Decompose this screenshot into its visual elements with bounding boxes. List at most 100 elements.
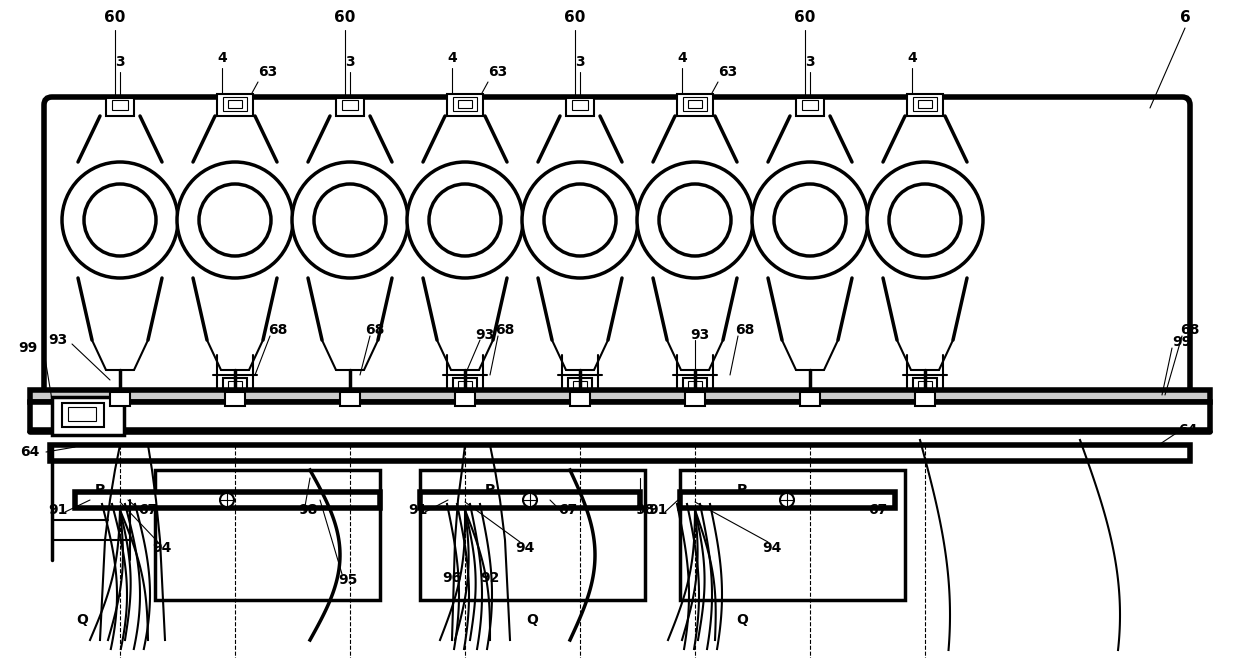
Text: 91: 91	[48, 503, 68, 517]
Bar	[915, 392, 935, 406]
Bar	[420, 470, 645, 600]
Text: 64: 64	[20, 445, 40, 459]
Circle shape	[522, 162, 639, 278]
Text: 99: 99	[1172, 335, 1192, 349]
Circle shape	[544, 184, 616, 256]
Text: 3: 3	[575, 55, 585, 69]
Bar	[568, 378, 591, 392]
Bar	[223, 378, 247, 392]
Text: 4: 4	[217, 51, 227, 65]
Circle shape	[751, 162, 868, 278]
Text: 95: 95	[339, 573, 357, 587]
Bar	[224, 392, 246, 406]
Bar	[683, 378, 707, 392]
Text: 96: 96	[443, 571, 461, 585]
Text: 4: 4	[908, 51, 916, 65]
Bar	[455, 392, 475, 406]
Bar	[420, 492, 640, 508]
Bar	[458, 100, 472, 108]
Circle shape	[889, 184, 961, 256]
Bar	[680, 492, 895, 508]
Circle shape	[407, 162, 523, 278]
Text: 91: 91	[649, 503, 667, 517]
Bar	[217, 94, 253, 116]
Bar	[572, 100, 588, 110]
Text: 94: 94	[153, 541, 171, 555]
Text: 63: 63	[718, 65, 738, 79]
Bar	[340, 392, 360, 406]
Circle shape	[867, 162, 983, 278]
Bar	[342, 100, 358, 110]
Bar	[62, 403, 104, 427]
Bar	[336, 98, 365, 116]
Text: 4: 4	[677, 51, 687, 65]
Text: 67: 67	[868, 503, 888, 517]
Bar	[565, 98, 594, 116]
Bar	[918, 100, 932, 108]
Text: 68: 68	[1180, 323, 1199, 337]
Bar	[913, 97, 937, 111]
Bar	[677, 94, 713, 116]
Text: 92: 92	[480, 571, 500, 585]
Text: 94: 94	[516, 541, 534, 555]
Bar	[684, 392, 706, 406]
Text: 60: 60	[335, 11, 356, 26]
Bar	[570, 392, 590, 406]
Bar	[688, 100, 702, 108]
Circle shape	[291, 162, 408, 278]
Circle shape	[774, 184, 846, 256]
Bar	[228, 381, 242, 389]
Text: 67: 67	[558, 503, 578, 517]
Text: P: P	[95, 483, 105, 497]
Text: P: P	[485, 483, 495, 497]
Bar	[446, 94, 484, 116]
Bar	[112, 100, 128, 110]
Circle shape	[780, 493, 794, 507]
Circle shape	[658, 184, 732, 256]
Text: 68: 68	[366, 323, 384, 337]
Circle shape	[177, 162, 293, 278]
Text: 67: 67	[139, 503, 157, 517]
Bar	[30, 390, 1210, 402]
Bar	[906, 94, 942, 116]
Text: Q: Q	[76, 613, 88, 627]
Text: 68: 68	[268, 323, 288, 337]
Text: 6: 6	[1179, 11, 1190, 26]
Text: 60: 60	[564, 11, 585, 26]
Text: 99: 99	[19, 341, 37, 355]
Bar	[800, 392, 820, 406]
Text: 3: 3	[115, 55, 125, 69]
Text: 93: 93	[48, 333, 68, 347]
Text: Q: Q	[526, 613, 538, 627]
Text: 91: 91	[408, 503, 428, 517]
Bar	[74, 492, 379, 508]
Text: Q: Q	[737, 613, 748, 627]
Bar	[680, 470, 905, 600]
Text: 63: 63	[489, 65, 507, 79]
Text: 93: 93	[691, 328, 709, 342]
Text: 60: 60	[795, 11, 816, 26]
Text: 68: 68	[735, 323, 755, 337]
Text: 60: 60	[104, 11, 125, 26]
Text: 64: 64	[1178, 423, 1198, 437]
Bar	[683, 97, 707, 111]
Text: 93: 93	[475, 328, 495, 342]
Text: 68: 68	[495, 323, 515, 337]
Bar	[68, 407, 95, 421]
Bar	[110, 392, 130, 406]
Bar	[453, 97, 477, 111]
Bar	[105, 98, 134, 116]
Text: 98: 98	[635, 503, 655, 517]
Text: 3: 3	[805, 55, 815, 69]
Bar	[913, 378, 937, 392]
Circle shape	[429, 184, 501, 256]
Circle shape	[523, 493, 537, 507]
Circle shape	[637, 162, 753, 278]
Circle shape	[219, 493, 234, 507]
Circle shape	[62, 162, 179, 278]
Bar	[50, 445, 1190, 461]
Text: 3: 3	[345, 55, 355, 69]
Bar	[688, 381, 702, 389]
Bar	[453, 378, 477, 392]
Bar	[228, 100, 242, 108]
